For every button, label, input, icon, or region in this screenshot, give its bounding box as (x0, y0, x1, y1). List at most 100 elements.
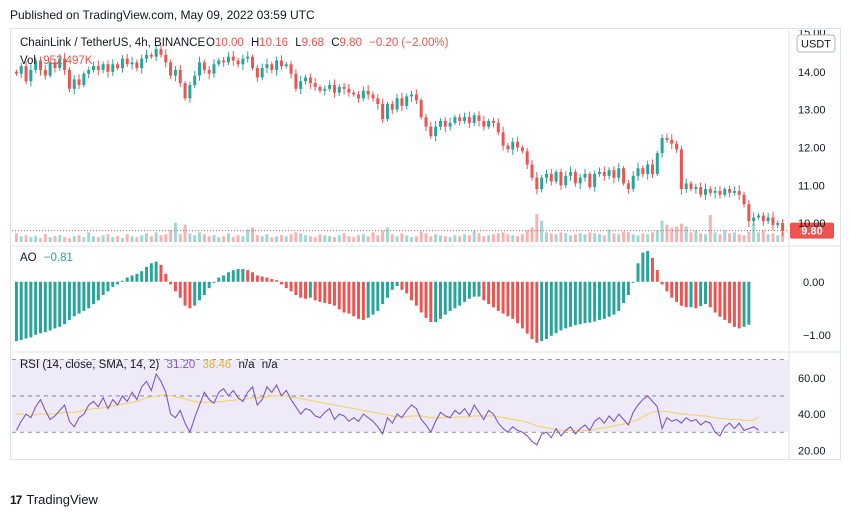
candle[interactable] (53, 62, 57, 69)
candle[interactable] (101, 64, 105, 70)
candle[interactable] (554, 172, 558, 182)
candle[interactable] (617, 168, 621, 178)
candle[interactable] (496, 122, 500, 133)
candle[interactable] (34, 60, 38, 70)
candle[interactable] (19, 66, 23, 74)
candle[interactable] (308, 77, 312, 84)
candle[interactable] (448, 122, 452, 127)
candle[interactable] (332, 85, 336, 93)
candle[interactable] (737, 190, 741, 195)
candle[interactable] (520, 147, 524, 152)
candle[interactable] (675, 143, 679, 150)
candle[interactable] (371, 94, 375, 99)
candle[interactable] (564, 175, 568, 186)
candle[interactable] (699, 187, 703, 195)
candle[interactable] (535, 177, 539, 190)
candle[interactable] (757, 215, 760, 218)
candle[interactable] (410, 94, 414, 97)
candle[interactable] (516, 141, 520, 148)
candle[interactable] (82, 73, 86, 86)
candle[interactable] (405, 96, 409, 106)
candle[interactable] (72, 79, 76, 89)
candle[interactable] (752, 217, 756, 222)
candle[interactable] (289, 64, 293, 74)
candle[interactable] (453, 117, 457, 123)
candle[interactable] (265, 64, 269, 69)
candle[interactable] (183, 83, 187, 99)
candle[interactable] (14, 71, 18, 74)
candle[interactable] (313, 83, 317, 87)
candle[interactable] (501, 132, 505, 146)
candle[interactable] (482, 120, 486, 127)
candle[interactable] (173, 69, 177, 76)
candle[interactable] (63, 58, 67, 70)
candle[interactable] (414, 94, 418, 101)
candle[interactable] (294, 73, 298, 89)
candle[interactable] (771, 217, 775, 225)
candle[interactable] (747, 204, 751, 222)
candle[interactable] (650, 164, 654, 174)
candle[interactable] (602, 172, 606, 176)
candle[interactable] (544, 173, 548, 178)
candle[interactable] (361, 90, 365, 99)
candle[interactable] (540, 177, 544, 190)
candle[interactable] (723, 189, 727, 195)
candle[interactable] (525, 151, 529, 165)
candle[interactable] (164, 54, 168, 63)
candle[interactable] (92, 66, 96, 70)
candle[interactable] (260, 68, 264, 78)
chart-frame[interactable]: 9.8014.0013.0012.0011.0010.0015.000.00−1… (10, 28, 841, 460)
candle[interactable] (120, 58, 124, 69)
candle[interactable] (342, 86, 346, 89)
candle[interactable] (776, 223, 780, 225)
candle[interactable] (77, 79, 81, 86)
candle[interactable] (660, 138, 664, 154)
candle[interactable] (299, 81, 303, 89)
currency-button[interactable]: USDT (796, 34, 836, 53)
candle[interactable] (472, 115, 476, 123)
candle[interactable] (275, 60, 279, 70)
candle[interactable] (337, 86, 341, 93)
candle[interactable] (226, 56, 230, 63)
candle[interactable] (636, 168, 640, 176)
candle[interactable] (159, 49, 163, 55)
candle[interactable] (217, 60, 221, 65)
candle[interactable] (646, 164, 650, 174)
candle[interactable] (202, 62, 206, 70)
candle[interactable] (251, 56, 255, 69)
candle[interactable] (689, 183, 693, 190)
candle[interactable] (728, 189, 732, 193)
candle[interactable] (703, 189, 707, 195)
candle[interactable] (145, 54, 149, 59)
candle[interactable] (511, 141, 515, 150)
candle[interactable] (655, 153, 659, 174)
candle[interactable] (304, 77, 308, 82)
candle[interactable] (106, 64, 110, 72)
candle[interactable] (357, 94, 361, 99)
candle[interactable] (781, 223, 785, 231)
candle[interactable] (87, 69, 91, 74)
candle[interactable] (670, 139, 674, 144)
candle[interactable] (169, 62, 173, 76)
candle[interactable] (626, 183, 630, 190)
candle[interactable] (385, 103, 389, 120)
candle[interactable] (419, 100, 423, 118)
candle[interactable] (29, 69, 33, 82)
candle[interactable] (67, 69, 71, 89)
candle[interactable] (48, 62, 52, 76)
candle[interactable] (236, 60, 240, 65)
tradingview-logo[interactable]: 17 TradingView (10, 492, 98, 507)
candle[interactable] (246, 56, 250, 59)
candle[interactable] (593, 173, 597, 188)
candle[interactable] (694, 187, 698, 190)
candle[interactable] (116, 64, 120, 69)
candle[interactable] (631, 175, 635, 190)
candle[interactable] (130, 62, 134, 65)
candle[interactable] (255, 68, 259, 78)
candle[interactable] (732, 190, 736, 193)
candle[interactable] (39, 60, 42, 70)
candle[interactable] (506, 145, 510, 150)
candle[interactable] (458, 117, 462, 121)
candle[interactable] (766, 217, 770, 222)
candle[interactable] (607, 170, 611, 176)
